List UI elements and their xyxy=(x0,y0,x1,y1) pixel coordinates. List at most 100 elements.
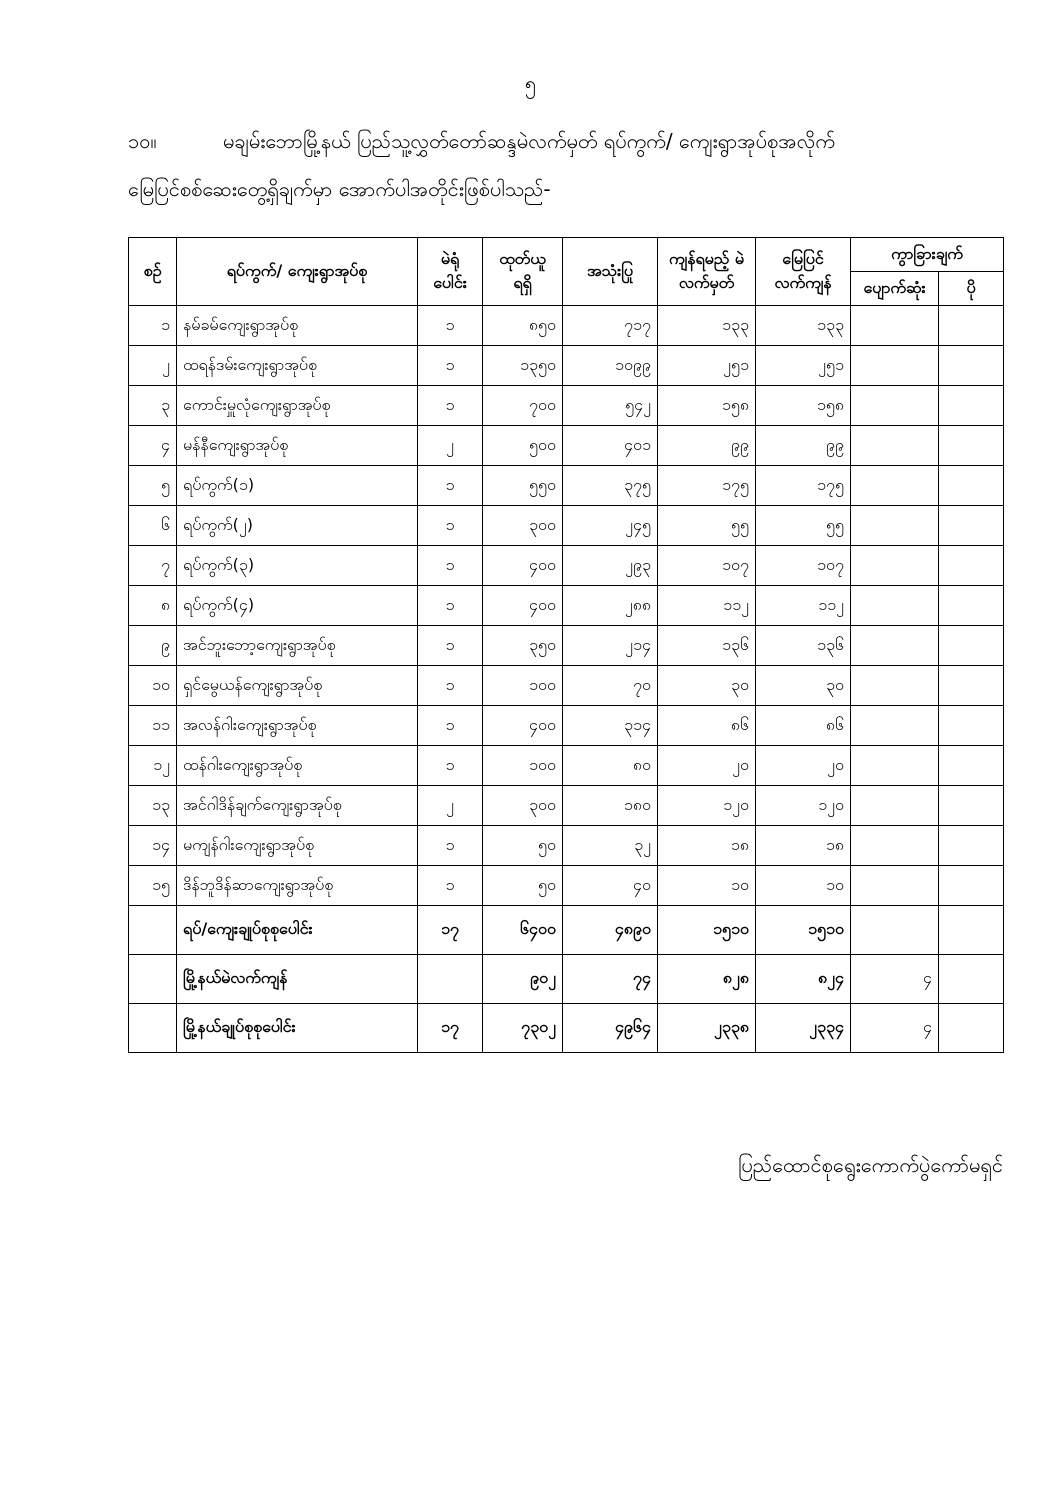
cell-expected: ၁၁၂ xyxy=(657,585,756,626)
cell-expected: ၂၀ xyxy=(657,745,756,786)
cell-used: ၂၈၈ xyxy=(562,585,658,626)
cell-used: ၃၇၅ xyxy=(562,465,658,506)
table-row: ၉အင်ဘူးဘော့ကျေးရွာအုပ်စု၁၃၅၀ ၂၁၄ ၁၃၆ ၁၃၆ xyxy=(128,625,1004,666)
header-extra: ပို xyxy=(938,271,1004,306)
cell-booths: ၂ xyxy=(417,425,483,466)
cell-row-no: ၄ xyxy=(128,425,177,466)
cell-missing xyxy=(850,665,939,706)
cell-missing xyxy=(850,585,939,626)
total-row: ရပ်/ကျေးချုပ်စုစုပေါင်း ၁၇ ၆၄၀၀ ၄၈၉၀ ၁၅၁၀ ၁၅၁… xyxy=(128,905,1004,955)
header-no: စဉ် xyxy=(128,237,177,306)
paragraph-text: မချမ်းဘောမြို့နယ် ပြည်သူ့လွှတ်တော်ဆန္ဒမဲ… xyxy=(223,129,835,153)
cell-booths: ၁ xyxy=(417,585,483,626)
cell-row-name: ဒိန်ဘူဒိန်ဆာကျေးရွာအုပ်စု xyxy=(176,865,418,906)
cell-expected: ၅၅ xyxy=(657,505,756,546)
cell-row-no: ၂ xyxy=(128,345,177,386)
cell-missing xyxy=(850,825,939,866)
cell-row-name: ရပ်/ကျေးချုပ်စုစုပေါင်း xyxy=(176,905,418,955)
cell-missing xyxy=(850,345,939,386)
cell-actual: ၂၅၁ xyxy=(755,345,851,386)
cell-used: ၄၈၉၀ xyxy=(562,905,658,955)
cell-expected: ၁၇၅ xyxy=(657,465,756,506)
cell-extra xyxy=(938,1003,1004,1053)
cell-row-name: မြို့နယ်မဲလက်ကျန် xyxy=(176,954,418,1004)
table-row: ၇ရပ်ကွက်(၃) ၁၄၀၀ ၂၉၃ ၁၀၇ ၁၀၇ xyxy=(128,545,1004,586)
cell-extra xyxy=(938,825,1004,866)
cell-issued: ၄၀၀ xyxy=(482,545,563,586)
cell-booths: ၁ xyxy=(417,305,483,346)
cell-booths: ၂ xyxy=(417,785,483,826)
cell-expected: ၁၃၆ xyxy=(657,625,756,666)
cell-missing xyxy=(850,705,939,746)
cell-extra xyxy=(938,465,1004,506)
cell-extra xyxy=(938,585,1004,626)
cell-row-name: ကောင်းမှူလုံကျေးရွာအုပ်စု xyxy=(176,385,418,426)
header-name: ရပ်ကွက်/ ကျေးရွာအုပ်စု xyxy=(176,237,418,306)
cell-booths: ၁ xyxy=(417,545,483,586)
cell-missing xyxy=(850,745,939,786)
cell-actual: ၁၀ xyxy=(755,865,851,906)
cell-booths: ၁ xyxy=(417,345,483,386)
cell-missing xyxy=(850,385,939,426)
header-booths: မဲရုံ ပေါင်း xyxy=(417,237,483,306)
table-row: ၁နမ်ခမ်ကျေးရွာအုပ်စု၁၈၅၀ ၇၁၇ ၁၃၃ ၁၃၃ xyxy=(128,305,1004,346)
cell-extra xyxy=(938,905,1004,955)
cell-actual: ၁၃၆ xyxy=(755,625,851,666)
cell-row-no: ၁၅ xyxy=(128,865,177,906)
cell-issued: ၆၄၀၀ xyxy=(482,905,563,955)
total-row: မြို့နယ်မဲလက်ကျန် ၉၀၂ ၇၄ ၈၂၈ ၈၂၄၄ xyxy=(128,954,1004,1004)
cell-booths: ၁ xyxy=(417,745,483,786)
cell-issued: ၇၀၀ xyxy=(482,385,563,426)
cell-expected: ၃၀ xyxy=(657,665,756,706)
cell-actual: ၃၀ xyxy=(755,665,851,706)
cell-row-name: အင်ဂါဒိန်ချက်ကျေးရွာအုပ်စု xyxy=(176,785,418,826)
table-row: ၄မန်နီကျေးရွာအုပ်စု၂၅၀၀ ၄၀၁ ၉၉ ၉၉ xyxy=(128,425,1004,466)
cell-row-no: ၁ xyxy=(128,305,177,346)
table-row: ၃ကောင်းမှူလုံကျေးရွာအုပ်စု၁၇၀၀ ၅၄၂ ၁၅၈ ၁၅၈ xyxy=(128,385,1004,426)
cell-expected: ၁၂၀ xyxy=(657,785,756,826)
paragraph-number: ၁၀။ xyxy=(128,129,157,153)
cell-row-no xyxy=(128,1003,177,1053)
cell-row-no: ၁၀ xyxy=(128,665,177,706)
table-row: ၁၄ မကျန်ဂါးကျေးရွာအုပ်စု၁၅၀ ၃၂ ၁၈ ၁၈ xyxy=(128,825,1004,866)
cell-issued: ၈၅၀ xyxy=(482,305,563,346)
header-issued: ထုတ်ယူ ရရှိ xyxy=(482,237,563,306)
cell-expected: ၂၃၃၈ xyxy=(657,1003,756,1053)
cell-booths: ၁ xyxy=(417,465,483,506)
cell-row-name: ထရန်ဒမ်းကျေးရွာအုပ်စု xyxy=(176,345,418,386)
header-actual: မြေပြင် လက်ကျန် xyxy=(755,237,851,306)
table-row: ၅ရပ်ကွက်(၁) ၁၅၅၀ ၃၇၅ ၁၇၅ ၁၇၅ xyxy=(128,465,1004,506)
cell-row-name: ရပ်ကွက်(၃) xyxy=(176,545,418,586)
cell-actual: ၁၅၈ xyxy=(755,385,851,426)
cell-booths: ၁ xyxy=(417,665,483,706)
cell-row-name: ရပ်ကွက်(၁) xyxy=(176,465,418,506)
cell-expected: ၉၉ xyxy=(657,425,756,466)
header-used: အသုံးပြု xyxy=(562,237,658,306)
cell-used: ၁၀၉၉ xyxy=(562,345,658,386)
cell-actual: ၁၀၇ xyxy=(755,545,851,586)
cell-issued: ၃၀၀ xyxy=(482,505,563,546)
cell-used: ၂၄၅ xyxy=(562,505,658,546)
cell-booths: ၁ xyxy=(417,505,483,546)
cell-expected: ၁၅၁၀ xyxy=(657,905,756,955)
cell-missing xyxy=(850,305,939,346)
cell-missing xyxy=(850,545,939,586)
cell-row-name: ရပ်ကွက်(၄) xyxy=(176,585,418,626)
cell-actual: ၁၅၁၀ xyxy=(755,905,851,955)
cell-actual: ၁၁၂ xyxy=(755,585,851,626)
cell-missing xyxy=(850,465,939,506)
cell-booths: ၁ xyxy=(417,865,483,906)
cell-expected: ၈၂၈ xyxy=(657,954,756,1004)
cell-missing xyxy=(850,865,939,906)
cell-row-no: ၃ xyxy=(128,385,177,426)
cell-issued: ၄၀၀ xyxy=(482,705,563,746)
cell-row-no: ၁၃ xyxy=(128,785,177,826)
header-expected: ကျန်ရမည့် မဲလက်မှတ် xyxy=(657,237,756,306)
cell-issued: ၅၀၀ xyxy=(482,425,563,466)
cell-extra xyxy=(938,745,1004,786)
cell-row-no: ၈ xyxy=(128,585,177,626)
cell-used: ၄၀၁ xyxy=(562,425,658,466)
cell-extra xyxy=(938,705,1004,746)
cell-row-no: ၉ xyxy=(128,625,177,666)
cell-actual: ၁၈ xyxy=(755,825,851,866)
